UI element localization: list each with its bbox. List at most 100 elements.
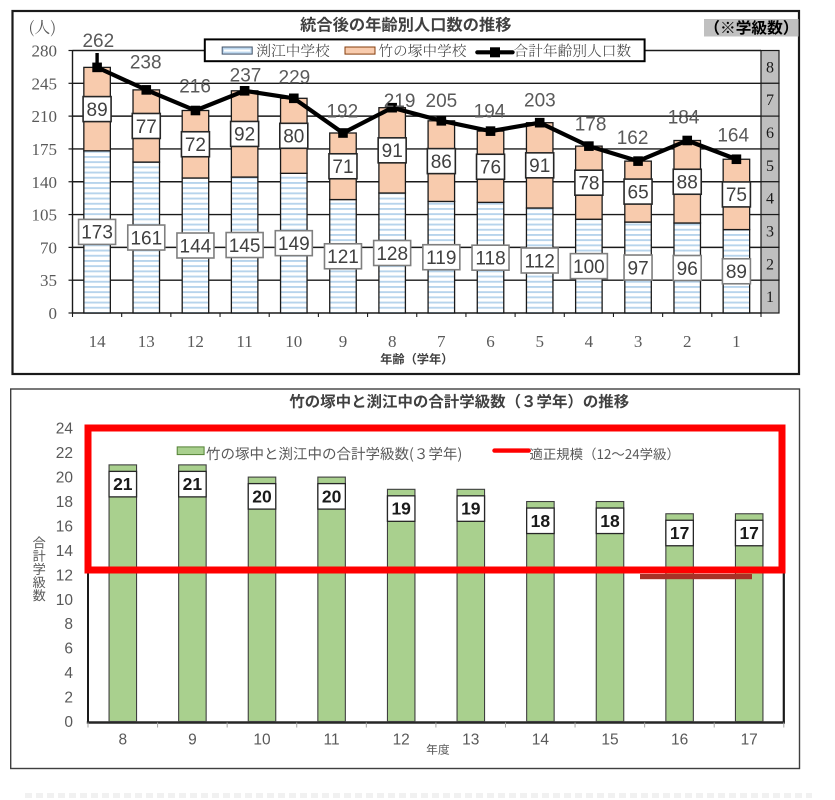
svg-text:16: 16 <box>671 732 688 749</box>
svg-text:96: 96 <box>677 259 698 280</box>
svg-text:210: 210 <box>32 107 58 126</box>
svg-text:16: 16 <box>56 518 73 535</box>
svg-text:7: 7 <box>437 332 446 351</box>
svg-text:245: 245 <box>32 74 58 93</box>
svg-text:175: 175 <box>32 140 58 159</box>
svg-text:140: 140 <box>32 173 58 192</box>
svg-text:19: 19 <box>391 499 411 519</box>
svg-text:11: 11 <box>236 332 252 351</box>
svg-text:86: 86 <box>431 152 452 173</box>
svg-text:5: 5 <box>766 158 774 175</box>
svg-text:88: 88 <box>677 173 698 194</box>
svg-text:76: 76 <box>480 158 501 179</box>
svg-text:229: 229 <box>279 67 311 88</box>
svg-text:5: 5 <box>535 332 544 351</box>
svg-text:3: 3 <box>766 223 774 240</box>
svg-text:119: 119 <box>426 248 456 269</box>
svg-text:92: 92 <box>234 125 255 146</box>
svg-text:149: 149 <box>278 234 310 255</box>
svg-text:280: 280 <box>32 42 58 61</box>
svg-text:112: 112 <box>525 251 555 272</box>
svg-text:8: 8 <box>64 616 73 633</box>
svg-text:2: 2 <box>766 256 774 273</box>
svg-text:237: 237 <box>230 65 262 86</box>
svg-text:20: 20 <box>252 486 272 506</box>
svg-text:15: 15 <box>601 732 618 749</box>
svg-text:10: 10 <box>56 592 74 609</box>
svg-text:2: 2 <box>64 690 73 707</box>
svg-text:20: 20 <box>322 486 342 506</box>
svg-text:178: 178 <box>575 114 607 135</box>
svg-text:91: 91 <box>529 156 550 177</box>
svg-text:89: 89 <box>87 100 108 121</box>
svg-text:72: 72 <box>185 135 206 156</box>
svg-text:262: 262 <box>82 31 114 52</box>
svg-text:121: 121 <box>327 247 359 268</box>
svg-text:12: 12 <box>56 567 73 584</box>
svg-text:203: 203 <box>524 91 556 112</box>
svg-text:71: 71 <box>332 157 353 178</box>
svg-text:100: 100 <box>573 257 605 278</box>
svg-text:216: 216 <box>179 77 211 98</box>
svg-text:21: 21 <box>183 474 203 494</box>
svg-text:14: 14 <box>89 332 107 351</box>
svg-text:18: 18 <box>56 494 73 511</box>
svg-text:219: 219 <box>384 91 416 112</box>
svg-text:2: 2 <box>683 332 692 351</box>
svg-text:14: 14 <box>56 543 74 560</box>
svg-text:78: 78 <box>578 173 599 194</box>
svg-text:194: 194 <box>474 101 506 122</box>
svg-text:17: 17 <box>670 523 689 543</box>
svg-text:19: 19 <box>461 499 481 519</box>
svg-text:91: 91 <box>382 141 403 162</box>
svg-text:77: 77 <box>136 117 157 138</box>
svg-text:7: 7 <box>766 92 774 109</box>
svg-text:21: 21 <box>113 474 133 494</box>
svg-text:12: 12 <box>393 732 410 749</box>
svg-text:17: 17 <box>741 732 758 749</box>
svg-text:145: 145 <box>229 236 261 257</box>
svg-text:3: 3 <box>634 332 643 351</box>
svg-text:161: 161 <box>130 228 162 249</box>
svg-text:164: 164 <box>717 125 749 146</box>
svg-text:20: 20 <box>56 470 74 487</box>
svg-text:10: 10 <box>253 732 271 749</box>
svg-text:12: 12 <box>187 332 204 351</box>
svg-text:9: 9 <box>339 332 348 351</box>
svg-text:0: 0 <box>49 304 58 323</box>
svg-text:173: 173 <box>81 223 113 244</box>
svg-text:6: 6 <box>486 332 495 351</box>
svg-text:144: 144 <box>180 236 212 257</box>
svg-text:0: 0 <box>64 714 73 731</box>
svg-text:8: 8 <box>118 732 127 749</box>
svg-text:192: 192 <box>326 101 358 122</box>
svg-text:11: 11 <box>324 732 340 749</box>
svg-text:75: 75 <box>726 185 747 206</box>
svg-text:65: 65 <box>628 182 649 203</box>
svg-text:10: 10 <box>285 332 302 351</box>
svg-text:13: 13 <box>138 332 155 351</box>
svg-text:97: 97 <box>628 258 649 279</box>
svg-text:184: 184 <box>668 107 700 128</box>
svg-text:24: 24 <box>56 421 74 438</box>
svg-text:105: 105 <box>32 206 58 225</box>
svg-text:1: 1 <box>766 289 774 306</box>
svg-text:9: 9 <box>188 732 197 749</box>
svg-text:18: 18 <box>531 511 551 531</box>
svg-text:8: 8 <box>766 59 774 76</box>
svg-text:162: 162 <box>617 128 649 149</box>
svg-text:70: 70 <box>40 238 57 257</box>
svg-text:1: 1 <box>732 332 741 351</box>
svg-text:238: 238 <box>130 53 162 74</box>
svg-text:14: 14 <box>532 732 550 749</box>
svg-text:22: 22 <box>56 445 73 462</box>
svg-text:4: 4 <box>766 191 774 208</box>
svg-text:4: 4 <box>64 665 73 682</box>
svg-text:6: 6 <box>766 125 774 142</box>
svg-text:4: 4 <box>585 332 594 351</box>
svg-text:80: 80 <box>283 127 304 148</box>
svg-text:18: 18 <box>600 511 620 531</box>
svg-text:6: 6 <box>64 641 73 658</box>
svg-text:128: 128 <box>376 244 408 265</box>
svg-text:89: 89 <box>726 262 747 283</box>
